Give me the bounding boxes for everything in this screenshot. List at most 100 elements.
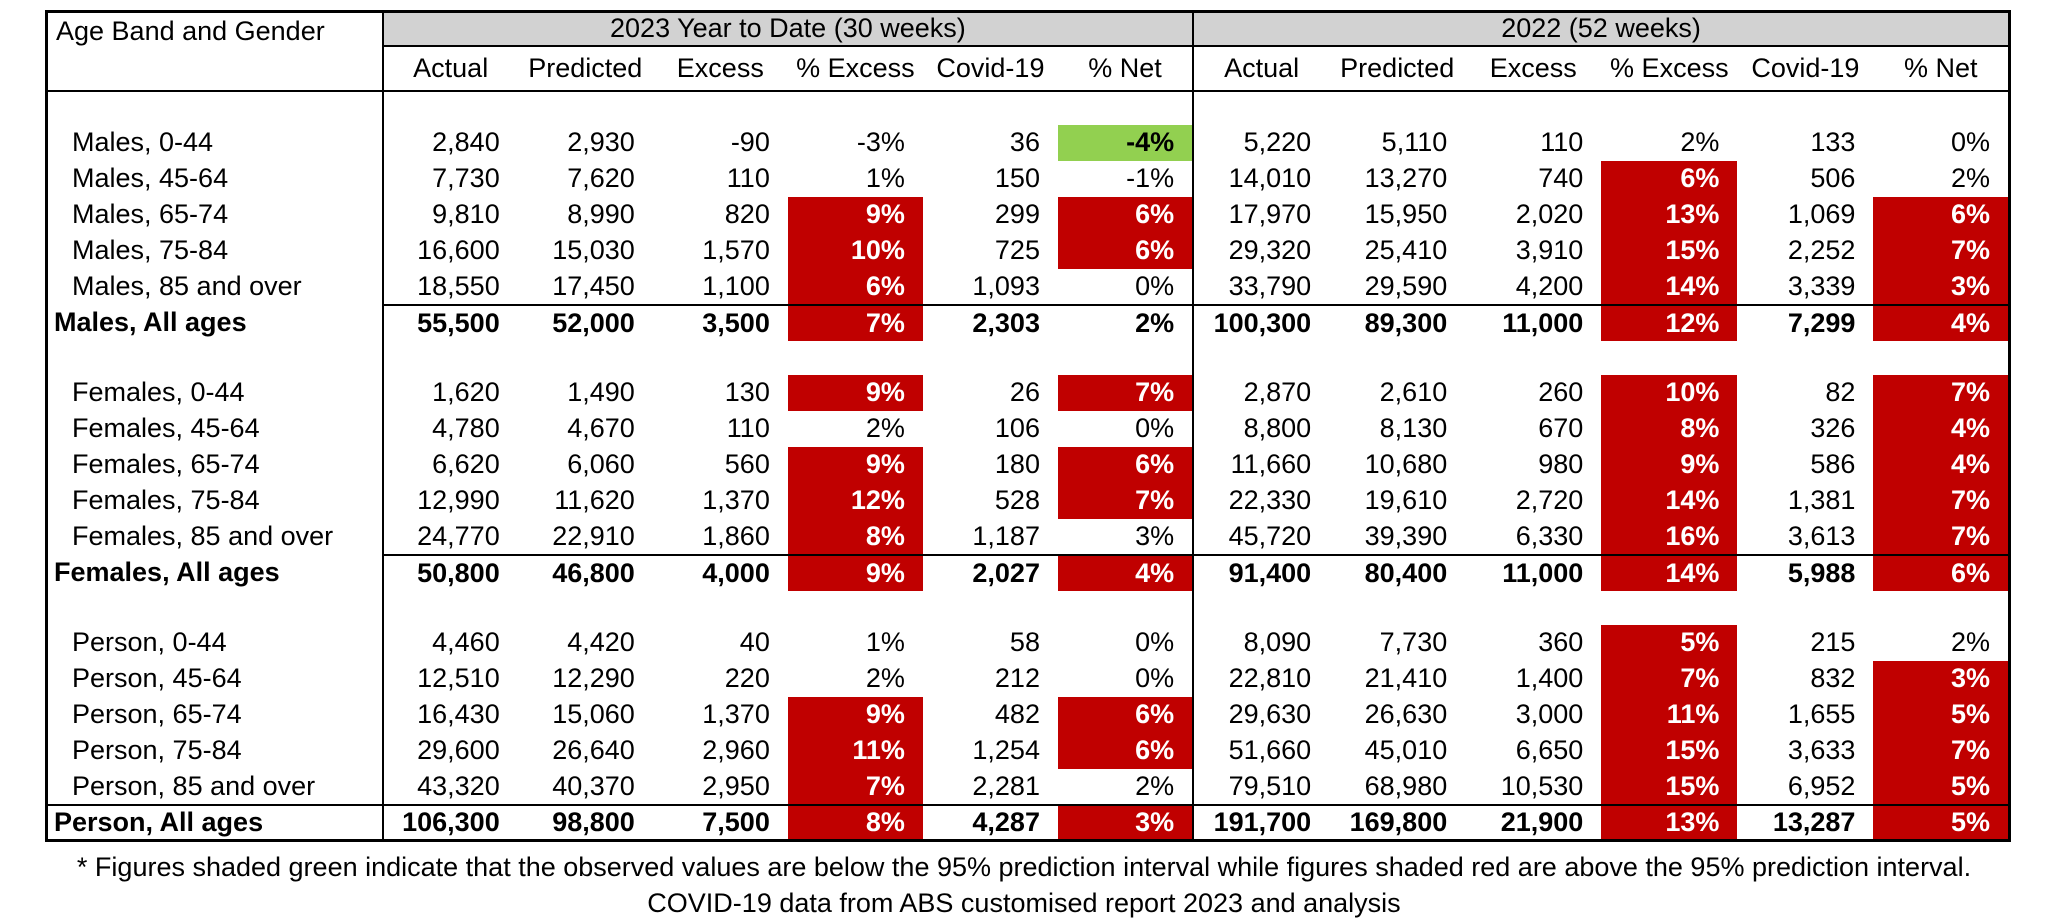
value-cell: 68,980 xyxy=(1364,770,1448,801)
value-cell: 24,770 xyxy=(417,520,500,551)
value-cell: 9% xyxy=(787,553,923,591)
table-row-males-85-and-over: Males, 85 and over 18,550 17,450 1,100 6% 1,0… xyxy=(46,268,2010,305)
row-label: Person, 65-74 xyxy=(46,696,384,733)
value-cell: 58 xyxy=(1009,627,1040,657)
value-cell: 1,254 xyxy=(972,735,1040,765)
value-cell: 4,420 xyxy=(567,627,635,657)
value-cell: 7% xyxy=(1057,374,1195,411)
column-header-predicted-2023: Predicted xyxy=(517,45,653,92)
column-header-row: Actual Predicted Excess % Excess Covid-1… xyxy=(47,45,2010,92)
spacer-cell xyxy=(46,90,384,125)
value-cell: 2,303 xyxy=(922,303,1058,341)
value-cell: 5,220 xyxy=(1243,127,1312,157)
value-cell: 6% xyxy=(1057,446,1195,483)
value-cell: 6% xyxy=(1057,232,1195,269)
table-row-males-75-84: Males, 75-84 16,600 15,030 1,570 10% 725 6% 29,… xyxy=(46,232,2010,269)
value-cell: 110 xyxy=(1540,127,1584,157)
row-label: Males, 75-84 xyxy=(46,232,384,269)
value-cell: 6% xyxy=(1057,732,1195,769)
value-cell: 7% xyxy=(787,303,923,341)
value-cell: 91,400 xyxy=(1193,553,1330,591)
value-cell: 14% xyxy=(1601,553,1738,591)
column-header-actual-2022: Actual xyxy=(1193,45,1330,92)
value-cell: 43,320 xyxy=(417,770,500,801)
table-row-females-0-44: Females, 0-44 1,620 1,490 130 9% 26 7% 2,870 2,6… xyxy=(46,374,2010,411)
value-cell: 4% xyxy=(1873,303,2010,341)
value-cell: 2% xyxy=(1680,127,1720,157)
value-cell: 26 xyxy=(1009,377,1040,407)
row-label: Males, All ages xyxy=(46,304,384,341)
value-cell: 1,490 xyxy=(567,377,635,407)
value-cell: 2,252 xyxy=(1787,235,1856,265)
table-row-males-all-ages: Males, All ages 55,500 52,000 3,500 7% 2,303 2… xyxy=(46,303,2010,341)
value-cell: 9% xyxy=(1601,446,1738,483)
value-cell: 15% xyxy=(1601,768,1738,805)
value-cell: 7% xyxy=(1057,482,1195,519)
value-cell: 3,633 xyxy=(1787,735,1856,765)
value-cell: 3,613 xyxy=(1787,520,1856,551)
value-cell: 6,060 xyxy=(567,449,635,479)
value-cell: 39,390 xyxy=(1364,520,1448,551)
value-cell: 29,320 xyxy=(1228,235,1312,265)
value-cell: 22,330 xyxy=(1228,485,1312,515)
value-cell: 2% xyxy=(1950,627,1990,657)
value-cell: 15,950 xyxy=(1364,199,1448,229)
value-cell: 725 xyxy=(994,235,1040,265)
value-cell: 1,620 xyxy=(432,377,500,407)
value-cell: 17,970 xyxy=(1228,199,1312,229)
value-cell: 25,410 xyxy=(1364,235,1448,265)
value-cell: 6% xyxy=(787,268,923,305)
value-cell: 6% xyxy=(1601,160,1738,197)
column-header-excess-2022: Excess xyxy=(1465,45,1602,92)
value-cell: 100,300 xyxy=(1193,303,1330,341)
value-cell: 1,370 xyxy=(702,699,770,729)
value-cell: 7% xyxy=(787,768,923,805)
value-cell: 0% xyxy=(1950,127,1990,157)
value-cell: 10,530 xyxy=(1500,770,1584,801)
group-header-2022: 2022 (52 weeks) xyxy=(1193,11,2010,47)
table-row-males-45-64: Males, 45-64 7,730 7,620 110 1% 150 -1% 14,010 1… xyxy=(46,160,2010,197)
value-cell: 4,200 xyxy=(1515,270,1584,301)
spacer-cell xyxy=(382,90,1195,125)
value-cell: 2,960 xyxy=(702,735,770,765)
excess-deaths-table: Age Band and Gender 2023 Year to Date (3… xyxy=(45,10,2011,842)
value-cell: 8,090 xyxy=(1243,627,1312,657)
value-cell: 191,700 xyxy=(1193,803,1330,841)
value-cell: 2,870 xyxy=(1243,377,1312,407)
value-cell: 6% xyxy=(1873,553,2010,591)
column-header-predicted-2022: Predicted xyxy=(1329,45,1466,92)
value-cell: 3,910 xyxy=(1515,235,1584,265)
value-cell: 6,620 xyxy=(432,449,500,479)
value-cell: 22,910 xyxy=(552,520,635,551)
value-cell: 980 xyxy=(1538,449,1584,479)
column-header-covid19-2023: Covid-19 xyxy=(922,45,1058,92)
value-cell: 52,000 xyxy=(517,303,653,341)
table-row-person-75-84: Person, 75-84 29,600 26,640 2,960 11% 1,254 6%… xyxy=(46,732,2010,769)
value-cell: 11,620 xyxy=(554,485,635,515)
table-row-person-65-74: Person, 65-74 16,430 15,060 1,370 9% 482 6% 29,… xyxy=(46,696,2010,733)
corner-header: Age Band and Gender xyxy=(46,11,384,92)
value-cell: 820 xyxy=(724,199,770,229)
value-cell: 1% xyxy=(865,163,905,193)
value-cell: 133 xyxy=(1810,127,1856,157)
value-cell: 260 xyxy=(1538,377,1584,407)
value-cell: 16,600 xyxy=(417,235,500,265)
value-cell: 7,500 xyxy=(652,803,788,841)
value-cell: 299 xyxy=(994,199,1040,229)
row-label: Females, 0-44 xyxy=(46,374,384,411)
table-row-person-85-and-over: Person, 85 and over 43,320 40,370 2,950 7% 2,… xyxy=(46,768,2010,805)
value-cell: 6,952 xyxy=(1787,770,1856,801)
value-cell: 4% xyxy=(1873,410,2010,447)
value-cell: 1,381 xyxy=(1787,485,1856,515)
value-cell: 5,110 xyxy=(1381,127,1448,157)
value-cell: 528 xyxy=(994,485,1040,515)
value-cell: 11,660 xyxy=(1230,449,1312,479)
value-cell: 4,670 xyxy=(567,413,635,443)
value-cell: 2,930 xyxy=(567,127,635,157)
table-row-males-65-74: Males, 65-74 9,810 8,990 820 9% 299 6% 17,970 15… xyxy=(46,196,2010,233)
value-cell: 1,400 xyxy=(1515,663,1584,693)
value-cell: 50,800 xyxy=(382,553,518,591)
value-cell: 6,330 xyxy=(1515,520,1584,551)
column-header-pct-net-2022: % Net xyxy=(1873,45,2010,92)
value-cell: 8,130 xyxy=(1379,413,1448,443)
